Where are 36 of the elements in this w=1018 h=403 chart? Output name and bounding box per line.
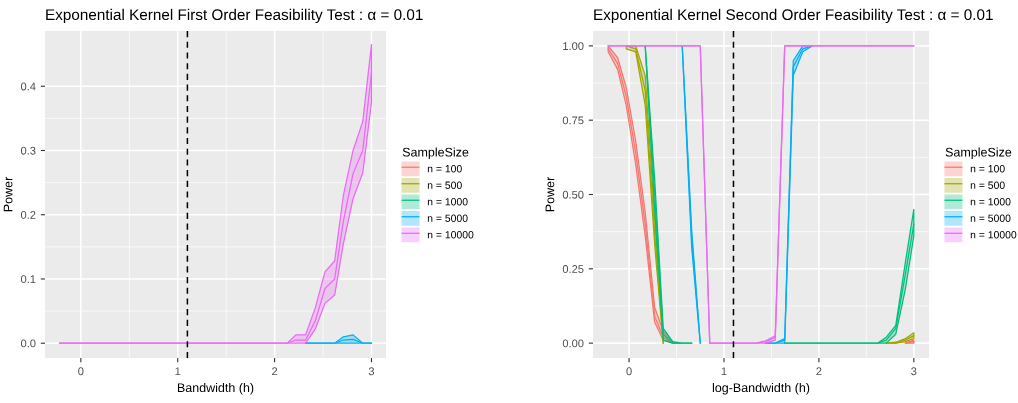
y-tick-label: 0.2 xyxy=(20,211,36,219)
legend-label: n = 500 xyxy=(970,181,1005,189)
legend-label: n = 5000 xyxy=(970,214,1011,222)
x-tick-label: 0 xyxy=(78,367,84,376)
y-tick-label: 1.00 xyxy=(563,42,584,50)
x-tick-label: 1 xyxy=(721,367,727,376)
legend-label: n = 10000 xyxy=(970,231,1017,239)
legend-label: n = 1000 xyxy=(427,198,468,206)
y-tick-label: 0.1 xyxy=(20,275,36,284)
legend-title: SampleSize xyxy=(945,147,1012,160)
x-tick-label: 3 xyxy=(368,367,375,376)
legend-label: n = 5000 xyxy=(427,214,468,222)
chart-title: Exponential Kernel Second Order Feasibility Test : α = 0.01 xyxy=(594,8,993,24)
legend-label: n = 100 xyxy=(427,165,462,173)
y-tick-label: 0.25 xyxy=(562,265,584,273)
legend-label: n = 100 xyxy=(970,165,1005,173)
x-tick-label: 1 xyxy=(175,367,181,376)
y-tick-label: 0.50 xyxy=(562,190,584,199)
x-tick-label: 2 xyxy=(816,367,822,376)
y-tick-label: 0.4 xyxy=(20,82,36,91)
y-axis-title: Power xyxy=(3,176,13,212)
legend-label: n = 500 xyxy=(427,181,462,189)
x-axis-title: Bandwidth (h) xyxy=(177,382,254,395)
y-tick-label: 0.0 xyxy=(20,339,36,348)
y-tick-label: 0.3 xyxy=(20,146,36,155)
x-axis-title: log-Bandwidth (h) xyxy=(712,382,810,395)
y-axis-title: Power xyxy=(545,176,555,212)
x-tick-label: 0 xyxy=(626,367,632,376)
legend-label: n = 10000 xyxy=(427,231,474,239)
legend-label: n = 1000 xyxy=(970,198,1011,206)
legend-title: SampleSize xyxy=(402,147,469,160)
x-tick-label: 2 xyxy=(272,367,278,376)
x-tick-label: 3 xyxy=(911,367,917,376)
chart-title: Exponential Kernel First Order Feasibility Test : α = 0.01 xyxy=(46,8,423,24)
y-tick-label: 0.00 xyxy=(562,339,584,348)
y-tick-label: 0.75 xyxy=(562,116,584,125)
